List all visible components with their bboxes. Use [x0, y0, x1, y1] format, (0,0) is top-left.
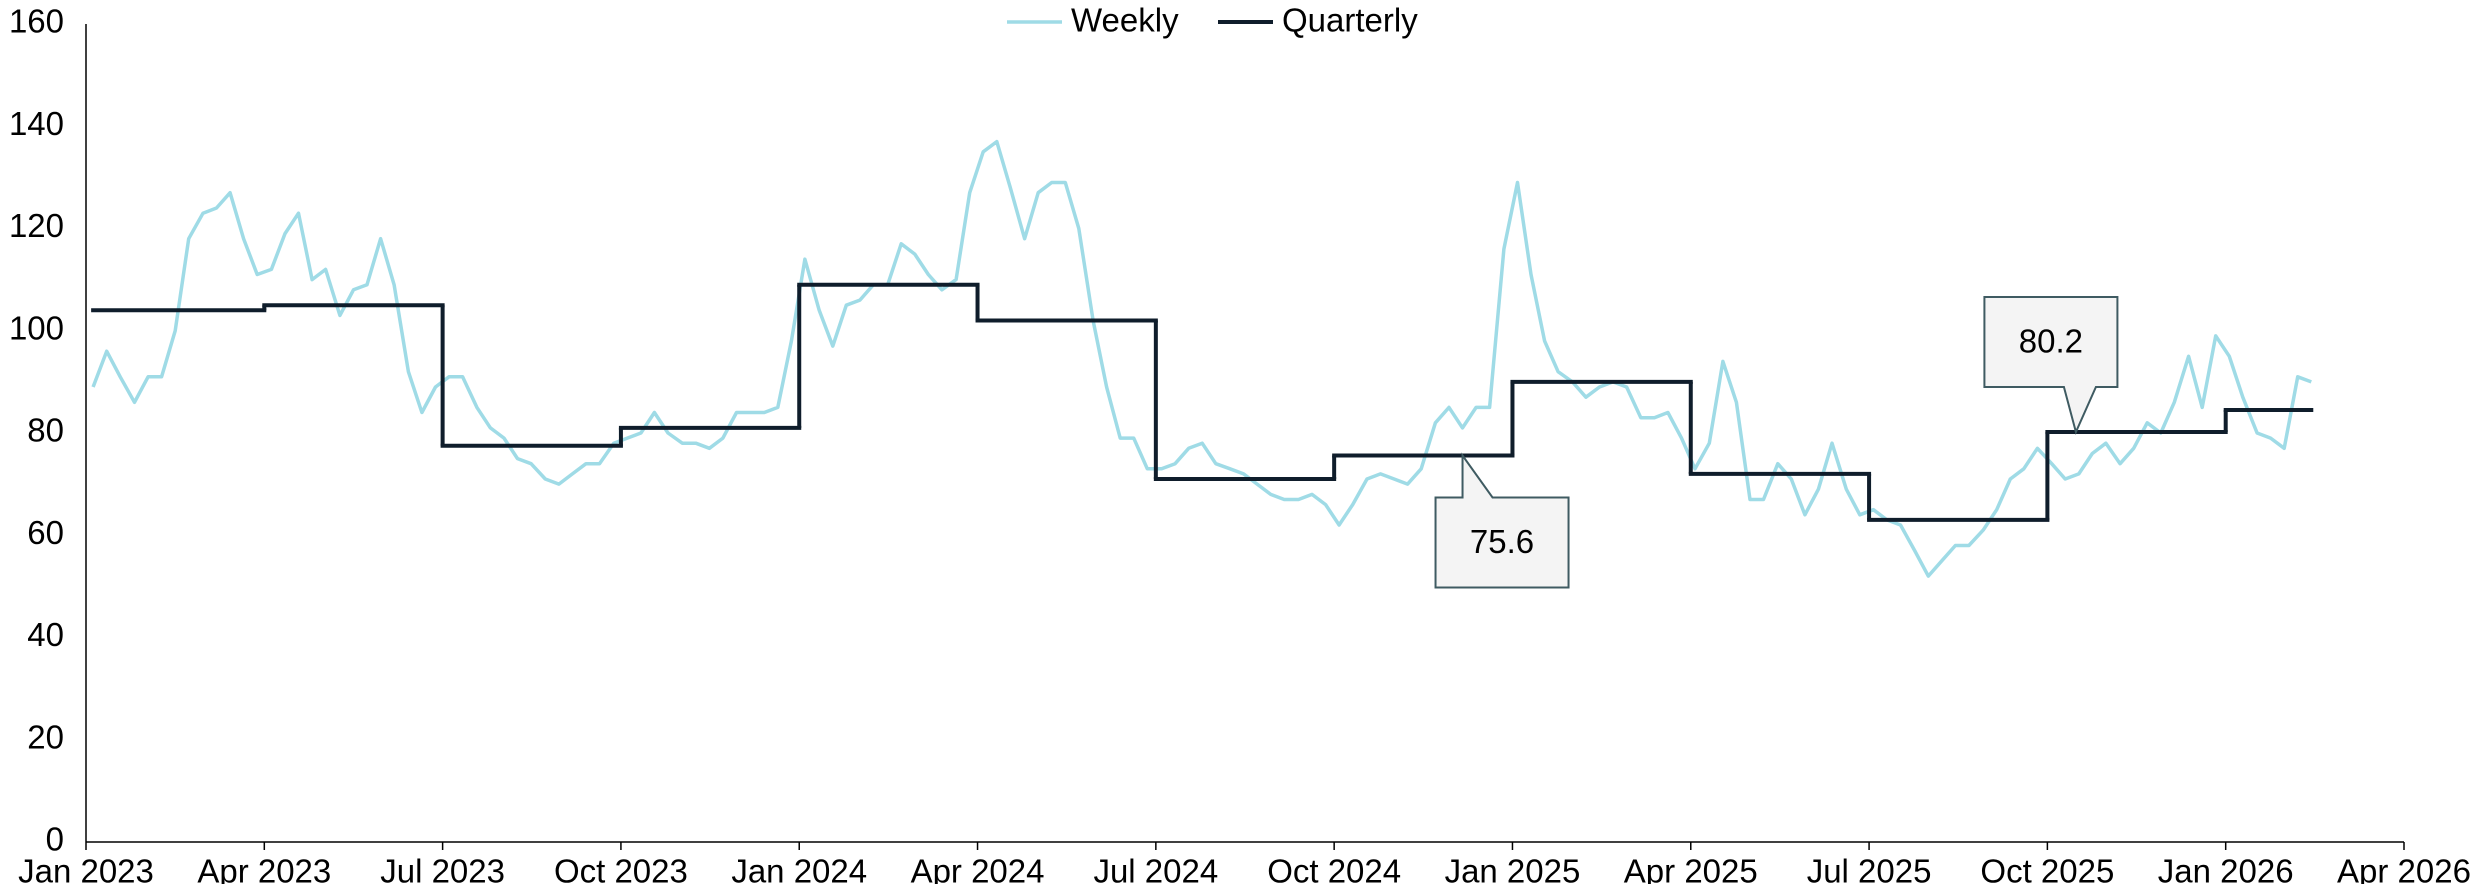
x-tick-label: Oct 2025: [1980, 853, 2114, 884]
y-tick-label: 40: [27, 616, 64, 653]
x-tick-label: Jan 2026: [2158, 853, 2294, 884]
x-tick-label: Apr 2023: [197, 853, 331, 884]
callout: [1434, 452, 1570, 589]
y-tick-label: 160: [9, 3, 64, 40]
x-tick-label: Oct 2023: [554, 853, 688, 884]
y-tick-label: 140: [9, 105, 64, 142]
x-tick-label: Apr 2024: [911, 853, 1045, 884]
y-tick-label: 20: [27, 718, 64, 755]
legend-label: Quarterly: [1282, 2, 1418, 39]
callout-label: 80.2: [2019, 323, 2083, 360]
x-tick-label: Jan 2025: [1445, 853, 1581, 884]
callout-label: 75.6: [1470, 523, 1534, 560]
x-tick-label: Jan 2023: [18, 853, 154, 884]
x-tick-label: Jul 2025: [1807, 853, 1932, 884]
x-tick-label: Jan 2024: [731, 853, 867, 884]
x-tick-label: Oct 2024: [1267, 853, 1401, 884]
x-tick-label: Apr 2026: [2337, 853, 2471, 884]
x-tick-label: Jul 2024: [1093, 853, 1218, 884]
y-tick-label: 80: [27, 412, 64, 449]
x-tick-label: Apr 2025: [1624, 853, 1758, 884]
y-tick-label: 100: [9, 309, 64, 346]
legend-label: Weekly: [1071, 2, 1179, 39]
weekly-line: [91, 139, 2312, 578]
x-tick-label: Jul 2023: [380, 853, 505, 884]
y-tick-label: 60: [27, 514, 64, 551]
y-tick-label: 0: [46, 821, 64, 858]
y-tick-label: 120: [9, 207, 64, 244]
callout: [1983, 295, 2119, 435]
